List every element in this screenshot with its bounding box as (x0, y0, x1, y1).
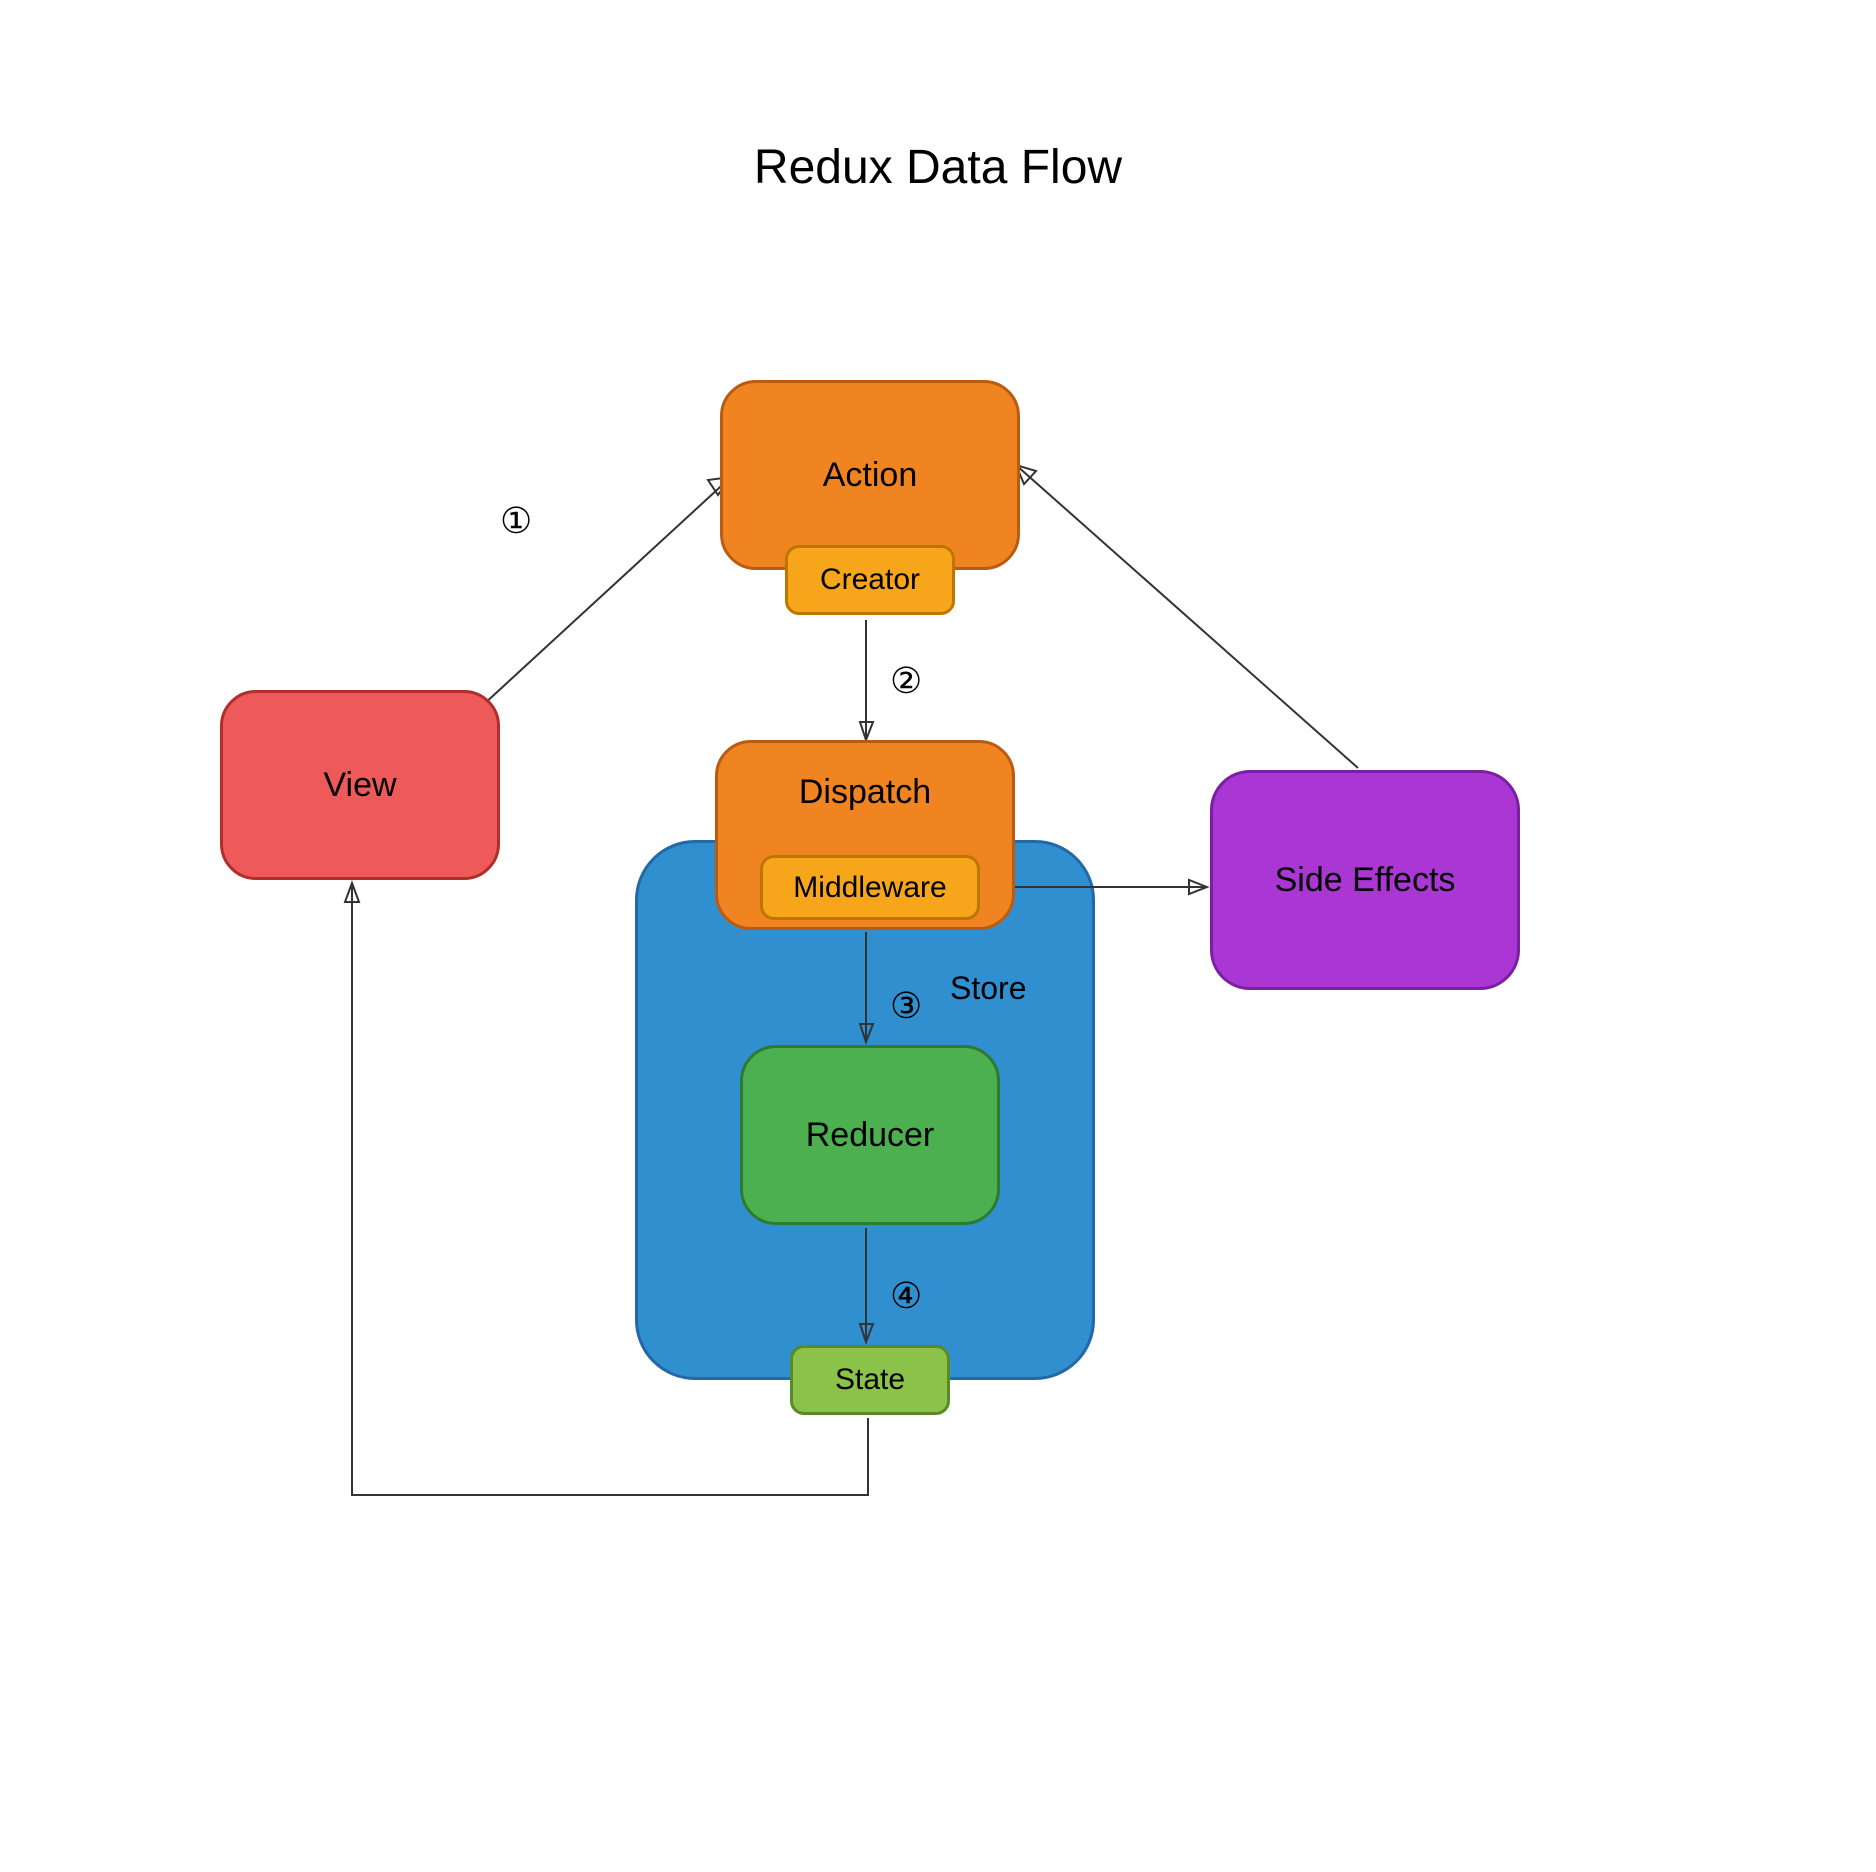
step-label-1: ① (500, 500, 532, 542)
node-state: State (790, 1345, 950, 1415)
step-label-3: ③ (890, 985, 922, 1027)
store-label: Store (950, 970, 1026, 1007)
node-state-label: State (835, 1363, 905, 1397)
node-action: Action (720, 380, 1020, 570)
node-view: View (220, 690, 500, 880)
node-creator: Creator (785, 545, 955, 615)
node-middleware: Middleware (760, 855, 980, 920)
node-dispatch-label: Dispatch (799, 773, 931, 812)
node-middleware-label: Middleware (793, 871, 946, 905)
node-side-effects-label: Side Effects (1275, 861, 1456, 900)
node-creator-label: Creator (820, 563, 920, 597)
diagram-title: Redux Data Flow (0, 140, 1876, 195)
node-side-effects: Side Effects (1210, 770, 1520, 990)
node-reducer: Reducer (740, 1045, 1000, 1225)
node-reducer-label: Reducer (806, 1116, 935, 1155)
node-view-label: View (323, 766, 396, 805)
node-action-label: Action (823, 456, 918, 495)
step-label-4: ④ (890, 1275, 922, 1317)
step-label-2: ② (890, 660, 922, 702)
